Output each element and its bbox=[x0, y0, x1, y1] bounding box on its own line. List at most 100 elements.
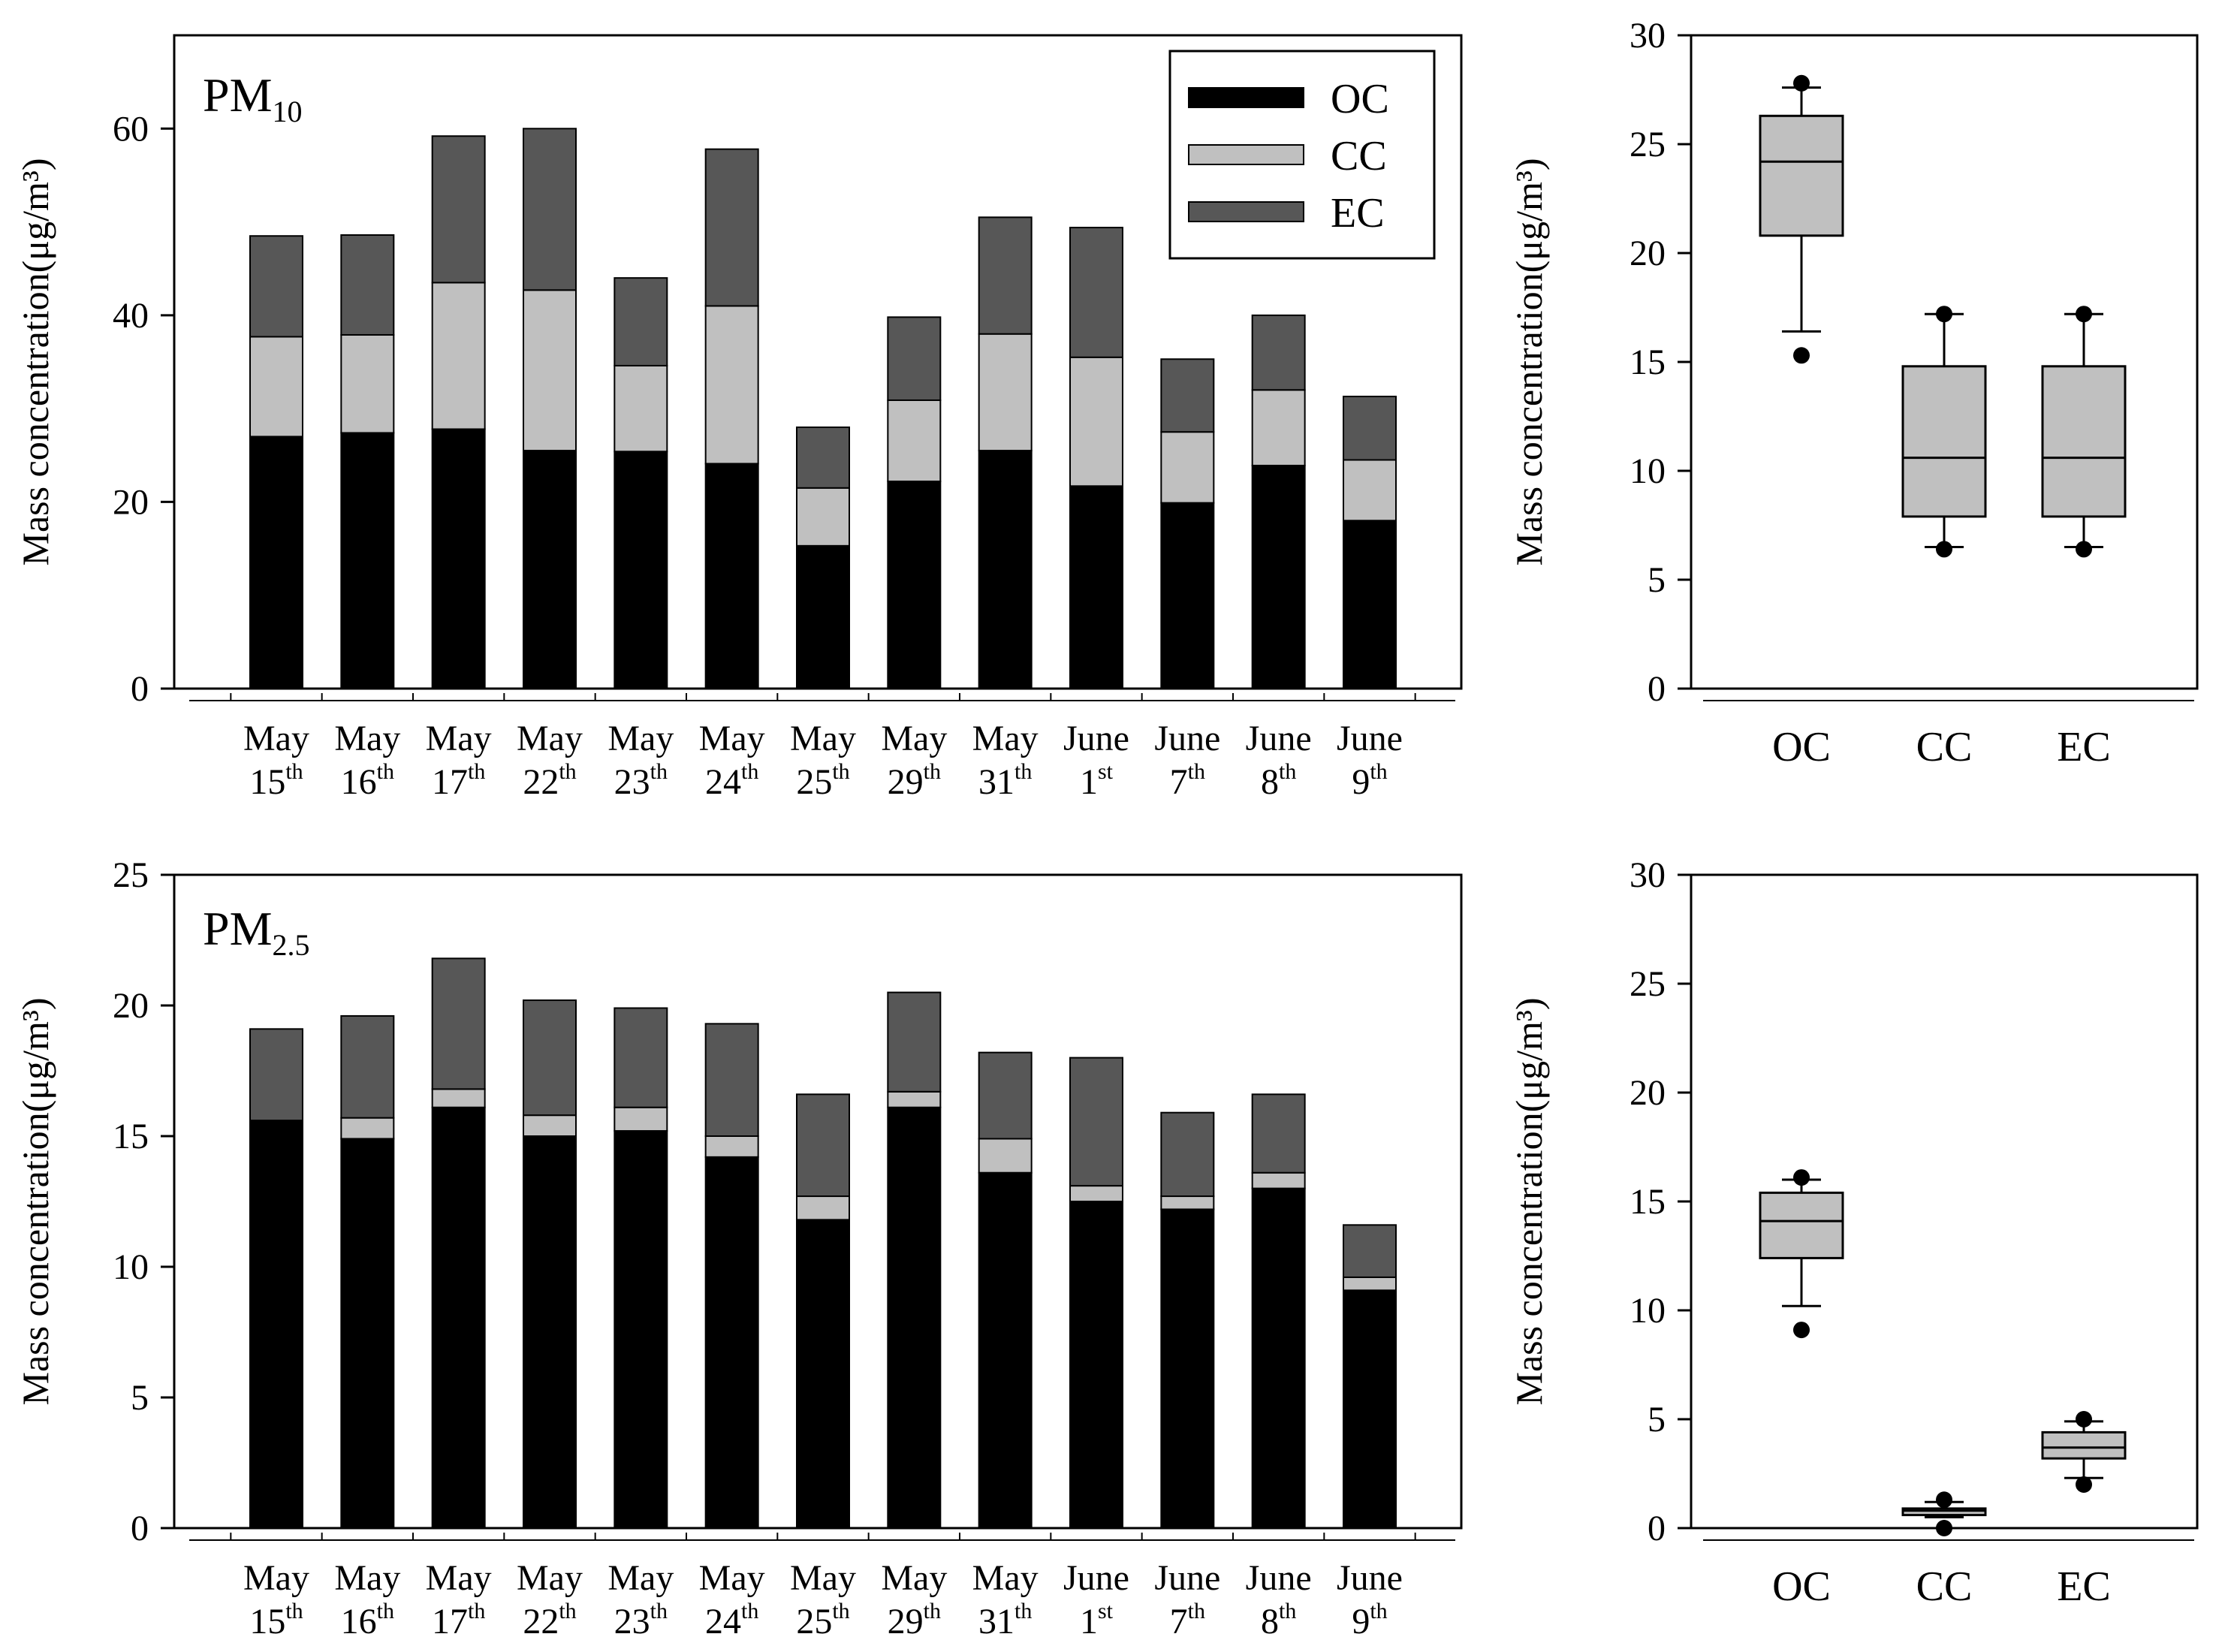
pm25-bars-bar-cc bbox=[978, 1138, 1033, 1174]
pm25-bars-x-label-day: 9th bbox=[1352, 1599, 1387, 1641]
pm10-bars-x-label-month: May bbox=[243, 719, 309, 758]
pm10-box-cc-box bbox=[1901, 365, 1987, 518]
pm25-bars-bar-ec bbox=[1251, 1093, 1306, 1174]
pm10-box-y-tick-label: 10 bbox=[1630, 451, 1666, 491]
pm10-box-y-tick-label: 15 bbox=[1630, 342, 1666, 382]
pm10-bars-x-label-month: May bbox=[972, 719, 1039, 758]
pm10-bars-x-label-day: 22th bbox=[523, 759, 576, 802]
pm10-bars-bar-oc bbox=[431, 428, 486, 689]
pm25-bars-x-label-day: 31th bbox=[978, 1599, 1032, 1641]
pm25-bars-bar-cc bbox=[887, 1090, 942, 1108]
pm10-y-axis-label: Mass concentration(μg/m³) bbox=[14, 158, 56, 565]
pm10-bars-x-label-month: June bbox=[1246, 719, 1312, 758]
pm25-box-ec-x-label: EC bbox=[2057, 1563, 2111, 1610]
pm10-box-oc-box bbox=[1759, 114, 1844, 237]
pm25-bars-bar-cc bbox=[523, 1114, 577, 1138]
legend-swatch-oc bbox=[1188, 87, 1304, 108]
pm25-bars-bar-ec bbox=[431, 957, 486, 1090]
pm10-bars-x-label-month: May bbox=[607, 719, 674, 758]
pm10-bars-x-label-month: May bbox=[426, 719, 492, 758]
pm25-box-oc-box bbox=[1759, 1191, 1844, 1259]
pm10-bars-bar-cc bbox=[1251, 389, 1306, 466]
pm25-bars-bar-cc bbox=[1251, 1171, 1306, 1189]
pm10-bars-x-label-day: 1st bbox=[1080, 759, 1114, 802]
pm25-bars-x-label-month: June bbox=[1063, 1558, 1129, 1598]
pm10-bars-bar-ec bbox=[1251, 314, 1306, 391]
pm25-panel-title: PM2.5 bbox=[203, 902, 310, 962]
pm10-box-cc-outlier bbox=[1936, 306, 1952, 323]
pm10-bars-bar-ec bbox=[1343, 395, 1397, 461]
pm25-box-cc-x-label: CC bbox=[1916, 1563, 1973, 1610]
pm10-bars-bar-oc bbox=[796, 544, 850, 689]
pm25-bars-x-label-day: 15th bbox=[249, 1599, 303, 1641]
pm10-box-oc-outlier bbox=[1793, 347, 1810, 364]
pm10-bars-bar-oc bbox=[1251, 464, 1306, 689]
pm25-bars-y-tick-label: 25 bbox=[113, 855, 149, 895]
pm25-bars-x-label-day: 17th bbox=[432, 1599, 485, 1641]
pm10-panel-title: PM10 bbox=[203, 68, 303, 128]
pm25-box-y-tick-label: 15 bbox=[1630, 1182, 1666, 1222]
pm10-bars-x-label-day: 9th bbox=[1352, 759, 1387, 802]
pm25-bars-bar-oc bbox=[1069, 1201, 1123, 1529]
pm10-bars-bar-cc bbox=[704, 305, 759, 465]
pm25-bars-x-label-day: 24th bbox=[705, 1599, 758, 1641]
pm10-bars-bar-oc bbox=[887, 481, 942, 689]
pm10-bars-x-label-day: 7th bbox=[1170, 759, 1205, 802]
pm10-bar-chart: Mass concentration(μg/m³) 0204060May15th… bbox=[14, 34, 1463, 802]
pm10-bars-bar-cc bbox=[523, 289, 577, 452]
pm10-box-cc-x-label: CC bbox=[1916, 724, 1973, 770]
legend-label-oc: OC bbox=[1331, 76, 1389, 122]
pm25-bars-x-label-day: 25th bbox=[796, 1599, 849, 1641]
pm25-box-ec-outlier bbox=[2076, 1411, 2092, 1427]
pm10-box-plot: Mass concentration(μg/m³) 0 5 10 15 20 25 30 OC… bbox=[1508, 16, 2199, 770]
pm10-bars-y-tick-label: 40 bbox=[113, 296, 149, 336]
pm25-bars-bar-cc bbox=[1160, 1195, 1215, 1210]
pm10-bars-bar-oc bbox=[1343, 520, 1397, 689]
pm25-y-axis-label: Mass concentration(μg/m³) bbox=[14, 997, 56, 1405]
pm10-bars-x-label-day: 25th bbox=[796, 759, 849, 802]
pm25-box-ec-box bbox=[2041, 1430, 2127, 1460]
pm25-bars-x-label-month: May bbox=[881, 1558, 947, 1598]
pm25-box-cc-outlier bbox=[1936, 1491, 1952, 1509]
pm10-legend: OC CC EC bbox=[1168, 50, 1436, 260]
pm25-bars-bar-ec bbox=[887, 991, 942, 1093]
pm10-box-ec-x-label: EC bbox=[2057, 724, 2111, 770]
pm25-bars-bar-cc bbox=[1343, 1276, 1397, 1292]
pm10-bars-x-label-day: 16th bbox=[341, 759, 394, 802]
pm10-bars-bar-ec bbox=[978, 216, 1033, 335]
pm10-bars-bar-ec bbox=[796, 427, 850, 489]
pm10-bars-x-label-month: May bbox=[881, 719, 947, 758]
pm25-bars-x-label-month: May bbox=[334, 1558, 400, 1598]
pm25-bars-x-label-month: June bbox=[1154, 1558, 1220, 1598]
pm25-bars-x-label-day: 29th bbox=[888, 1599, 941, 1641]
pm25-bars-bar-oc bbox=[796, 1219, 850, 1529]
pm25-bars-bar-ec bbox=[1343, 1224, 1397, 1278]
pm10-bars-bar-oc bbox=[614, 451, 668, 689]
pm10-box-oc-x-label: OC bbox=[1772, 724, 1831, 770]
pm10-box-y-tick-label: 25 bbox=[1630, 125, 1666, 164]
pm10-bars-x-label-month: May bbox=[699, 719, 765, 758]
pm25-box-ec-outlier bbox=[2076, 1476, 2092, 1493]
pm25-bars-bar-cc bbox=[431, 1088, 486, 1108]
pm25-bars-x-label-month: May bbox=[790, 1558, 856, 1598]
pm10-bars-bar-cc bbox=[340, 333, 395, 434]
pm25-bars-x-label-month: May bbox=[517, 1558, 583, 1598]
pm10-bars-bar-ec bbox=[1160, 358, 1215, 433]
pm25-box-y-tick-label: 5 bbox=[1648, 1400, 1666, 1439]
pm25-bars-bar-ec bbox=[249, 1028, 303, 1122]
pm25-box-y-tick-label: 0 bbox=[1648, 1509, 1666, 1548]
pm25-box-oc-outlier bbox=[1793, 1322, 1810, 1339]
legend-swatch-ec bbox=[1188, 201, 1304, 222]
pm10-box-ec-outlier bbox=[2076, 306, 2092, 323]
pm25-bars-x-label-day: 23th bbox=[614, 1599, 668, 1641]
pm25-box-plot-area: 0 5 10 15 20 25 30 OC CC EC bbox=[1630, 855, 2199, 1610]
pm10-bars-x-label-month: May bbox=[790, 719, 856, 758]
pm25-bars-y-tick-label: 10 bbox=[113, 1247, 149, 1287]
pm10-bars-x-label-day: 23th bbox=[614, 759, 668, 802]
pm10-bars-bar-oc bbox=[340, 432, 395, 689]
pm25-bars-x-label-month: May bbox=[972, 1558, 1039, 1598]
pm25-box-y-axis-label: Mass concentration(μg/m³) bbox=[1508, 997, 1550, 1405]
pm10-bars-y-tick-label: 60 bbox=[113, 109, 149, 149]
pm10-bars-bar-oc bbox=[1069, 485, 1123, 689]
